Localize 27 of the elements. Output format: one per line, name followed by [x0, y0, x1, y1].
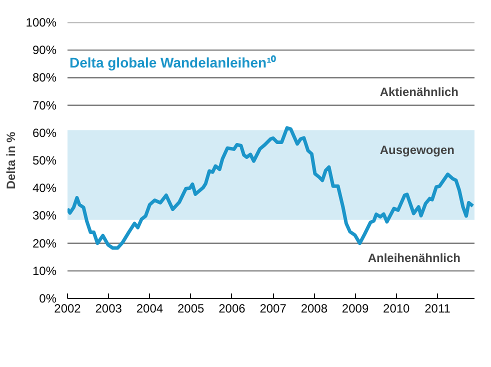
- x-tick-label: 2011: [424, 302, 451, 316]
- x-tick-label: 2002: [54, 302, 82, 316]
- y-tick-label: 90%: [32, 43, 57, 58]
- y-tick-label: 50%: [32, 154, 57, 168]
- y-tick-label: 30%: [32, 208, 57, 223]
- text: Delta globale Wandelanleihen¹⁰: [70, 54, 276, 70]
- x-tick-label: 2003: [95, 302, 122, 316]
- y-tick-label: 40%: [32, 181, 57, 196]
- band-label: Ausgewogen: [380, 143, 454, 158]
- line-series: [68, 126, 474, 250]
- x-tick-label: 2007: [260, 302, 287, 316]
- annotation: Anleihenähnlich: [368, 250, 461, 265]
- y-tick-label: 60%: [32, 126, 57, 140]
- x-tick-label: 2009: [342, 302, 369, 316]
- x-tick-label: 2008: [300, 302, 328, 316]
- x-tick-label: 2006: [218, 302, 246, 316]
- y-tick-label: 10%: [32, 264, 57, 278]
- x-tick-label: 2010: [383, 302, 410, 316]
- y-tick-label: 20%: [32, 236, 57, 250]
- y-tick-label: 80%: [32, 70, 57, 85]
- annotation: Aktienähnlich: [380, 85, 459, 100]
- y-axis-title: Delta in %: [4, 131, 18, 190]
- x-tick-label: 2005: [177, 302, 205, 316]
- y-tick-label: 100%: [26, 16, 57, 30]
- y-tick-label: 70%: [32, 98, 57, 112]
- y-tick-label: 0%: [39, 292, 57, 306]
- x-tick-label: 2004: [136, 302, 164, 316]
